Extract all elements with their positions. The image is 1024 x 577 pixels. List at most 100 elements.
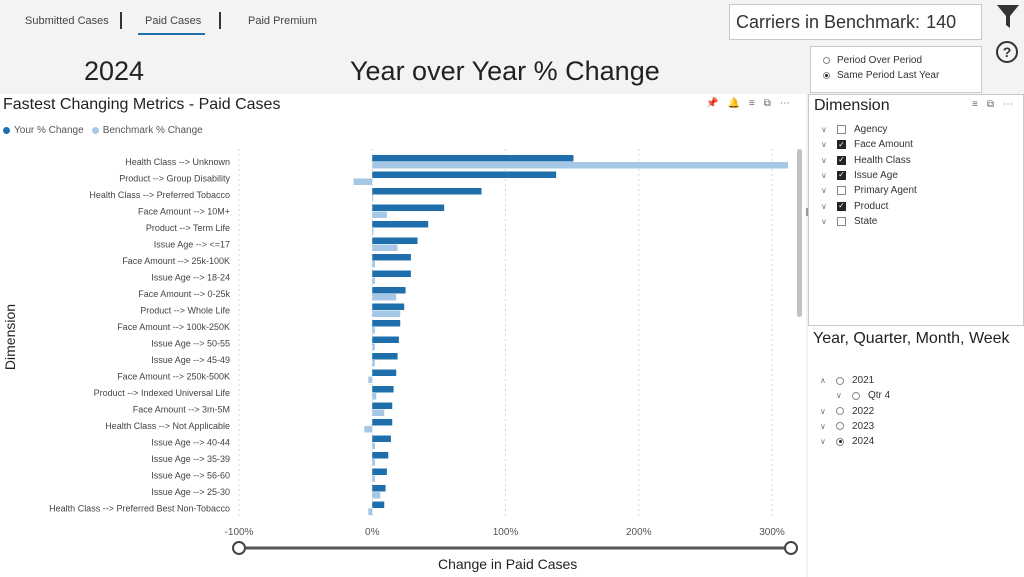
chevron-down-icon[interactable]: ∨ (821, 216, 827, 226)
category-label: Issue Age --> 35-39 (151, 454, 230, 464)
radio-label: Same Period Last Year (837, 70, 940, 81)
chevron-down-icon[interactable]: ∨ (821, 155, 827, 165)
chevron-down-icon[interactable]: ∨ (836, 391, 842, 401)
chart-toolbar: 📌 🔔 ≡ ⧉ ⋯ (706, 98, 790, 109)
radio-button[interactable] (836, 437, 844, 446)
help-icon[interactable]: ? (996, 41, 1018, 63)
bell-icon[interactable]: 🔔 (727, 98, 740, 109)
bar-benchmark-change (372, 162, 788, 169)
range-slider-handle-left[interactable] (232, 541, 246, 555)
category-label: Health Class --> Unknown (125, 157, 230, 167)
dimension-item[interactable]: ∨ ✓ Product (821, 201, 888, 212)
dimension-item-label: Face Amount (854, 139, 913, 151)
tab-paid-premium[interactable]: Paid Premium (248, 15, 318, 27)
page-title: Year over Year % Change (350, 56, 660, 86)
focus-icon[interactable]: ⧉ (763, 98, 771, 109)
dimension-item[interactable]: ∨ State (821, 216, 877, 227)
checkbox[interactable] (837, 125, 846, 134)
focus-icon[interactable]: ⧉ (986, 99, 994, 110)
x-axis-title: Change in Paid Cases (438, 556, 578, 572)
date-hierarchy-item[interactable]: ∨ 2023 (820, 421, 874, 432)
bar-benchmark-change (372, 475, 375, 482)
checkbox[interactable]: ✓ (837, 170, 846, 180)
year-title: 2024 (84, 56, 145, 86)
bar-your-change (372, 237, 418, 244)
date-hierarchy-item[interactable]: ∨ 2022 (820, 406, 874, 417)
date-hierarchy-item[interactable]: ∧ 2021 (820, 375, 874, 386)
dimension-item-label: Primary Agent (854, 185, 917, 197)
chevron-down-icon[interactable]: ∨ (821, 140, 827, 150)
bar-your-change (372, 188, 482, 195)
tab-paid-cases[interactable]: Paid Cases (145, 15, 202, 27)
chevron-down-icon[interactable]: ∨ (820, 437, 826, 447)
category-label: Issue Age --> 56-60 (151, 471, 230, 481)
bar-benchmark-change (372, 327, 375, 334)
active-tab-indicator (138, 33, 205, 35)
date-hierarchy-item[interactable]: ∨ 2024 (820, 436, 874, 447)
chevron-up-icon[interactable]: ∧ (820, 376, 826, 385)
radio-button[interactable] (823, 72, 830, 79)
category-label: Issue Age --> 50-55 (151, 339, 230, 349)
more-icon[interactable]: ⋯ (779, 98, 790, 109)
radio-button[interactable] (836, 407, 844, 416)
bar-benchmark-change (372, 195, 374, 202)
bar-your-change (372, 221, 429, 228)
date-hierarchy-item[interactable]: ∨ Qtr 4 (836, 390, 890, 401)
chevron-down-icon[interactable]: ∨ (821, 201, 827, 211)
bar-benchmark-change (372, 310, 401, 317)
bar-benchmark-change (372, 261, 375, 268)
filter-icon[interactable] (996, 4, 1020, 30)
bar-your-change (372, 270, 411, 277)
checkbox[interactable]: ✓ (837, 155, 846, 165)
pin-icon[interactable]: 📌 (706, 98, 719, 109)
checkbox[interactable] (837, 186, 846, 196)
dimension-title: Dimension (814, 97, 890, 114)
tab-submitted-cases[interactable]: Submitted Cases (25, 15, 109, 27)
more-icon[interactable]: ⋯ (1002, 99, 1013, 110)
radio-label: Period Over Period (837, 55, 923, 66)
benchmark-label: Carriers in Benchmark: (736, 11, 921, 32)
dimension-item[interactable]: ∨ ✓ Health Class (821, 155, 911, 166)
dimension-item-label: Product (854, 200, 889, 212)
bar-benchmark-change (372, 211, 387, 218)
bar-your-change (372, 353, 398, 360)
chevron-down-icon[interactable]: ∨ (821, 125, 827, 134)
category-label: Face Amount --> 3m-5M (133, 405, 230, 415)
checkbox[interactable]: ✓ (837, 201, 846, 211)
checkbox[interactable] (837, 216, 846, 226)
bar-benchmark-change (368, 508, 373, 515)
radio-button[interactable] (852, 391, 860, 400)
dimension-item[interactable]: ∨ ✓ Issue Age (821, 170, 898, 181)
dimension-item-label: Agency (854, 124, 888, 135)
radio-same-period-last-year[interactable]: Same Period Last Year (823, 70, 939, 81)
chevron-down-icon[interactable]: ∨ (820, 406, 826, 416)
dimension-toolbar: ≡ ⧉ ⋯ (972, 99, 1013, 110)
radio-period-over-period[interactable]: Period Over Period (823, 55, 922, 66)
category-label: Face Amount --> 100k-250K (117, 322, 230, 332)
bar-benchmark-change (372, 360, 375, 367)
bar-your-change (372, 155, 574, 162)
dimension-item[interactable]: ∨ ✓ Face Amount (821, 139, 913, 150)
checkbox[interactable]: ✓ (837, 139, 846, 150)
radio-button[interactable] (836, 422, 844, 431)
category-label: Issue Age --> 45-49 (151, 355, 230, 365)
chevron-down-icon[interactable]: ∨ (821, 186, 827, 196)
bar-benchmark-change (372, 343, 375, 350)
dimension-item[interactable]: ∨ Agency (821, 124, 887, 135)
filter-icon[interactable]: ≡ (748, 98, 755, 109)
date-hierarchy-panel: Year, Quarter, Month, Week ∧ 2021 ∨ Qtr 4 ∨ 2… (808, 326, 1024, 577)
bar-benchmark-change (372, 442, 375, 449)
chevron-down-icon[interactable]: ∨ (820, 421, 826, 431)
filter-icon[interactable]: ≡ (972, 99, 978, 110)
panel-resize-handle[interactable] (806, 208, 809, 216)
radio-button[interactable] (823, 57, 830, 64)
radio-button[interactable] (836, 376, 844, 385)
bar-your-change (372, 485, 386, 492)
dimension-item[interactable]: ∨ Primary Agent (821, 185, 917, 196)
range-slider-handle-right[interactable] (784, 541, 798, 555)
bar-benchmark-change (372, 244, 398, 251)
category-label: Product --> Whole Life (140, 306, 230, 316)
chart-scrollbar[interactable] (797, 149, 802, 317)
chevron-down-icon[interactable]: ∨ (821, 170, 827, 180)
bar-your-change (372, 386, 394, 393)
